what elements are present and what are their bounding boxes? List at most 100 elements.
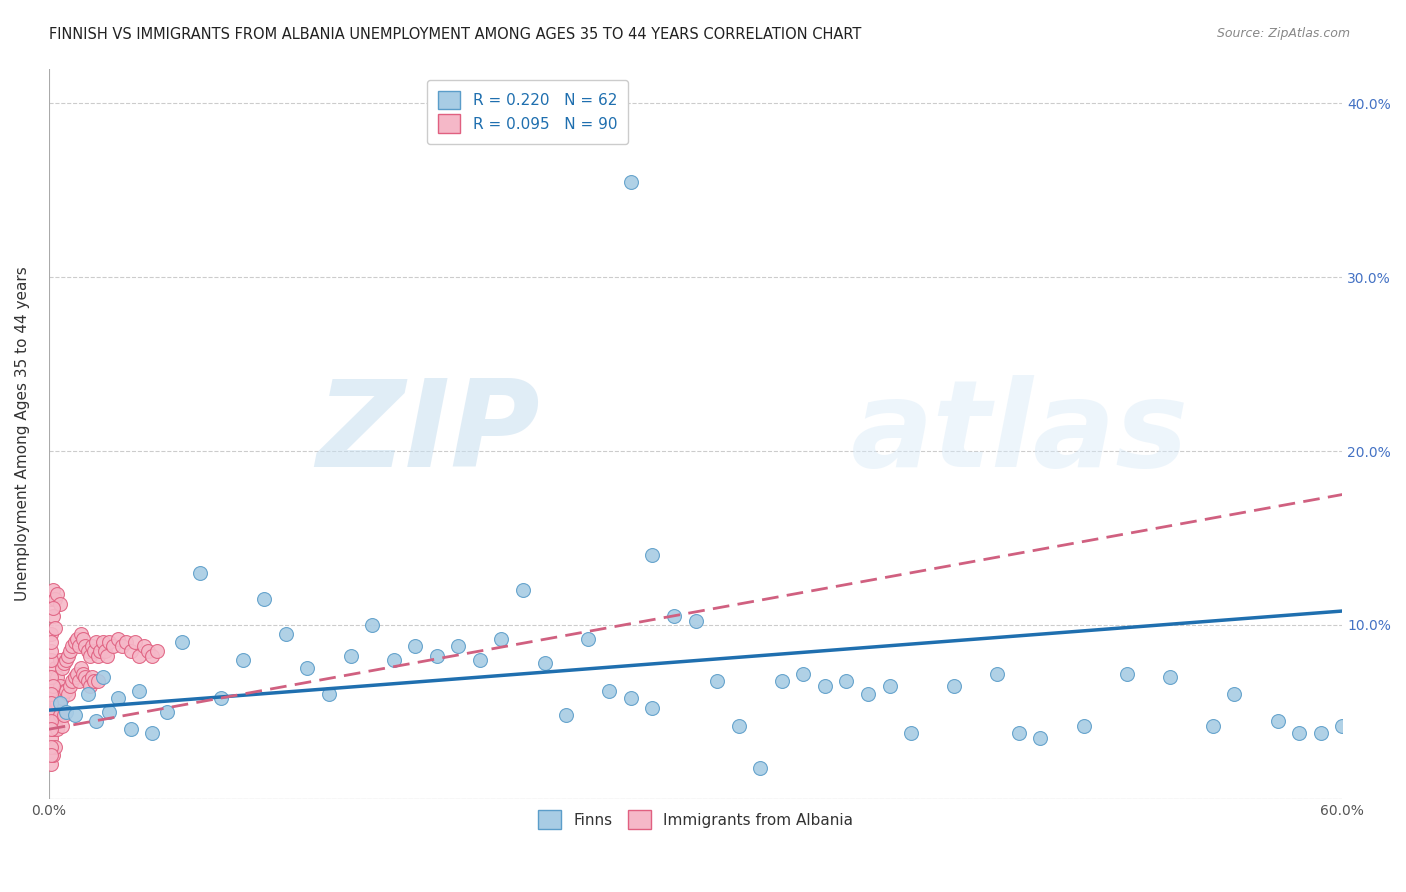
Point — [79, 679, 101, 693]
Point — [56, 688, 79, 702]
Point — [39, 714, 62, 728]
Point — [447, 639, 470, 653]
Point — [62, 673, 84, 688]
Point — [87, 673, 110, 688]
Point — [641, 701, 664, 715]
Point — [39, 731, 62, 745]
Point — [48, 708, 70, 723]
Point — [1029, 731, 1052, 745]
Point — [72, 666, 94, 681]
Point — [42, 583, 65, 598]
Point — [79, 649, 101, 664]
Point — [576, 632, 599, 646]
Point — [1073, 719, 1095, 733]
Point — [39, 705, 62, 719]
Point — [124, 635, 146, 649]
Point — [297, 661, 319, 675]
Point — [685, 615, 707, 629]
Point — [46, 670, 69, 684]
Point — [83, 673, 105, 688]
Point — [39, 591, 62, 606]
Point — [468, 653, 491, 667]
Point — [48, 696, 70, 710]
Point — [1223, 688, 1246, 702]
Point — [39, 688, 62, 702]
Point — [382, 653, 405, 667]
Point — [80, 670, 103, 684]
Point — [188, 566, 211, 580]
Point — [107, 632, 129, 646]
Point — [39, 723, 62, 737]
Point — [879, 679, 901, 693]
Point — [44, 714, 66, 728]
Point — [75, 639, 97, 653]
Point — [70, 661, 93, 675]
Point — [44, 622, 66, 636]
Point — [44, 591, 66, 606]
Point — [232, 653, 254, 667]
Point — [94, 644, 117, 658]
Point — [145, 644, 167, 658]
Point — [900, 725, 922, 739]
Point — [39, 670, 62, 684]
Point — [42, 679, 65, 693]
Point — [51, 661, 73, 675]
Point — [107, 690, 129, 705]
Point — [72, 632, 94, 646]
Point — [42, 679, 65, 693]
Point — [361, 618, 384, 632]
Point — [42, 705, 65, 719]
Point — [555, 708, 578, 723]
Point — [318, 688, 340, 702]
Point — [39, 757, 62, 772]
Text: Source: ZipAtlas.com: Source: ZipAtlas.com — [1216, 27, 1350, 40]
Point — [87, 649, 110, 664]
Point — [59, 679, 82, 693]
Point — [404, 639, 426, 653]
Point — [274, 626, 297, 640]
Point — [620, 690, 643, 705]
Point — [533, 656, 555, 670]
Point — [91, 635, 114, 649]
Point — [89, 644, 111, 658]
Point — [641, 549, 664, 563]
Point — [51, 719, 73, 733]
Point — [128, 649, 150, 664]
Point — [1288, 725, 1310, 739]
Legend: Finns, Immigrants from Albania: Finns, Immigrants from Albania — [531, 805, 859, 835]
Point — [84, 714, 107, 728]
Point — [96, 649, 118, 664]
Point — [662, 609, 685, 624]
Point — [792, 666, 814, 681]
Point — [63, 670, 86, 684]
Point — [98, 705, 121, 719]
Point — [46, 723, 69, 737]
Point — [39, 739, 62, 754]
Point — [120, 644, 142, 658]
Point — [103, 639, 125, 653]
Text: ZIP: ZIP — [316, 376, 540, 492]
Point — [84, 635, 107, 649]
Point — [115, 635, 138, 649]
Point — [1331, 719, 1354, 733]
Point — [1267, 714, 1289, 728]
Point — [39, 748, 62, 763]
Text: FINNISH VS IMMIGRANTS FROM ALBANIA UNEMPLOYMENT AMONG AGES 35 TO 44 YEARS CORREL: FINNISH VS IMMIGRANTS FROM ALBANIA UNEMP… — [49, 27, 862, 42]
Point — [98, 635, 121, 649]
Point — [132, 639, 155, 653]
Point — [749, 760, 772, 774]
Point — [156, 705, 179, 719]
Point — [42, 600, 65, 615]
Point — [44, 688, 66, 702]
Point — [51, 690, 73, 705]
Point — [67, 673, 90, 688]
Point — [63, 635, 86, 649]
Point — [727, 719, 749, 733]
Point — [56, 649, 79, 664]
Point — [66, 632, 89, 646]
Point — [62, 639, 84, 653]
Point — [80, 639, 103, 653]
Point — [75, 670, 97, 684]
Point — [42, 723, 65, 737]
Point — [141, 725, 163, 739]
